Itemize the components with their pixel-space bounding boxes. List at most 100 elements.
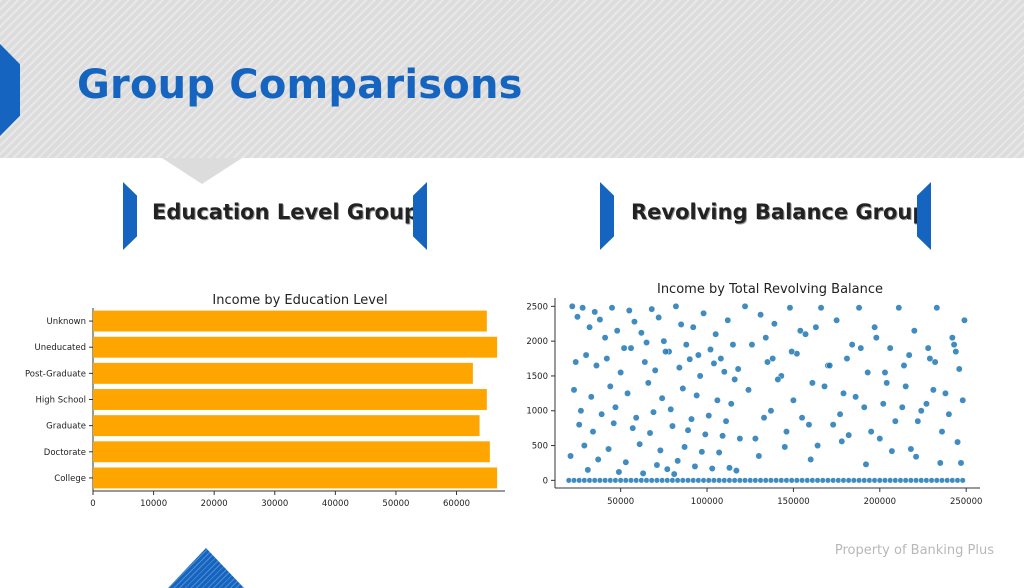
scatter-point bbox=[577, 407, 585, 415]
scatter-point bbox=[905, 351, 913, 359]
scatter-point bbox=[762, 334, 770, 342]
scatter-point bbox=[639, 469, 647, 477]
scatter-point bbox=[693, 391, 701, 399]
x-tick-label: 200000 bbox=[864, 497, 896, 506]
scatter-point bbox=[954, 477, 961, 484]
scatter-point bbox=[622, 458, 630, 466]
scatter-point bbox=[664, 477, 671, 484]
scatter-point bbox=[582, 351, 590, 359]
scatter-point bbox=[669, 422, 676, 430]
scatter-point bbox=[802, 330, 809, 338]
scatter-point bbox=[812, 323, 820, 331]
y-tick-label: College bbox=[54, 474, 86, 484]
scatter-point bbox=[627, 477, 635, 484]
scatter-point bbox=[917, 407, 925, 415]
scatter-point bbox=[891, 417, 899, 425]
scatter-point bbox=[696, 372, 704, 380]
scatter-point bbox=[948, 334, 956, 342]
scatter-point bbox=[774, 375, 782, 383]
scatter-point bbox=[751, 435, 759, 443]
x-tick-label: 50000 bbox=[607, 497, 634, 506]
left-section-bracket-left bbox=[123, 182, 137, 250]
scatter-point bbox=[769, 355, 777, 362]
left-section-bracket-right bbox=[413, 182, 427, 250]
scatter-point bbox=[672, 302, 680, 310]
scatter-point bbox=[807, 456, 815, 463]
scatter-point bbox=[568, 302, 576, 310]
scatter-point bbox=[591, 477, 598, 484]
scatter-point bbox=[871, 323, 879, 331]
scatter-point bbox=[700, 309, 708, 317]
scatter-point bbox=[726, 477, 733, 484]
scatter-point bbox=[892, 477, 899, 484]
scatter-point bbox=[914, 417, 922, 425]
scatter-point bbox=[674, 477, 681, 484]
y-tick-label: Post-Graduate bbox=[25, 369, 86, 379]
scatter-point bbox=[922, 400, 930, 408]
scatter-point bbox=[712, 330, 720, 338]
education-section-label: Education Level Group bbox=[152, 200, 419, 224]
scatter-point bbox=[961, 316, 968, 324]
scatter-point bbox=[729, 341, 737, 349]
scatter-point bbox=[655, 314, 663, 321]
x-tick-label: 30000 bbox=[261, 499, 288, 506]
bar bbox=[93, 336, 498, 358]
chart-title: Income by Total Revolving Balance bbox=[657, 282, 883, 297]
scatter-point bbox=[576, 477, 583, 484]
bar bbox=[93, 362, 473, 384]
y-tick-label: Graduate bbox=[46, 422, 86, 432]
scatter-point bbox=[936, 459, 944, 467]
scatter-point bbox=[624, 389, 632, 397]
scatter-point bbox=[864, 369, 872, 376]
scatter-point bbox=[677, 320, 685, 328]
scatter-point bbox=[605, 445, 613, 453]
scatter-point bbox=[584, 466, 592, 474]
scatter-point bbox=[602, 477, 609, 484]
scatter-point bbox=[928, 477, 935, 484]
scatter-point bbox=[721, 477, 728, 484]
scatter-point bbox=[694, 351, 702, 359]
scatter-point bbox=[659, 477, 666, 484]
y-tick-label: Unknown bbox=[47, 317, 86, 327]
scatter-point bbox=[826, 362, 834, 369]
right-section-bracket-left bbox=[600, 182, 614, 250]
scatter-point bbox=[866, 477, 873, 484]
scatter-point bbox=[881, 369, 889, 376]
scatter-point bbox=[788, 477, 795, 484]
scatter-point bbox=[631, 318, 638, 326]
x-tick-label: 60000 bbox=[443, 499, 470, 506]
scatter-point bbox=[945, 410, 953, 418]
scatter-point bbox=[845, 477, 852, 484]
scatter-point bbox=[767, 477, 775, 484]
scatter-point bbox=[924, 344, 932, 352]
scatter-point bbox=[860, 403, 868, 411]
scatter-point bbox=[625, 307, 633, 314]
bar bbox=[93, 415, 480, 437]
scatter-point bbox=[591, 308, 599, 316]
scatter-point bbox=[798, 414, 806, 422]
scatter-point bbox=[862, 460, 870, 468]
scatter-point bbox=[579, 304, 587, 312]
scatter-point bbox=[656, 446, 664, 454]
scatter-point bbox=[690, 477, 697, 484]
scatter-point bbox=[653, 477, 660, 484]
scatter-point bbox=[808, 379, 816, 387]
scatter-point bbox=[606, 382, 614, 390]
scatter-point bbox=[836, 410, 844, 418]
scatter-point bbox=[682, 341, 690, 349]
scatter-point bbox=[933, 304, 941, 312]
scatter-point bbox=[876, 477, 883, 484]
scatter-point bbox=[580, 442, 588, 449]
scatter-point bbox=[701, 430, 709, 438]
scatter-point bbox=[695, 477, 702, 484]
scatter-point bbox=[688, 415, 695, 423]
scatter-point bbox=[724, 316, 732, 324]
scatter-point bbox=[715, 449, 723, 456]
header-notch bbox=[162, 158, 242, 184]
scatter-point bbox=[856, 477, 863, 484]
scatter-point bbox=[755, 452, 763, 460]
scatter-point bbox=[881, 477, 889, 484]
x-tick-label: 10000 bbox=[140, 499, 167, 506]
scatter-point bbox=[848, 341, 856, 349]
scatter-point bbox=[835, 477, 842, 484]
